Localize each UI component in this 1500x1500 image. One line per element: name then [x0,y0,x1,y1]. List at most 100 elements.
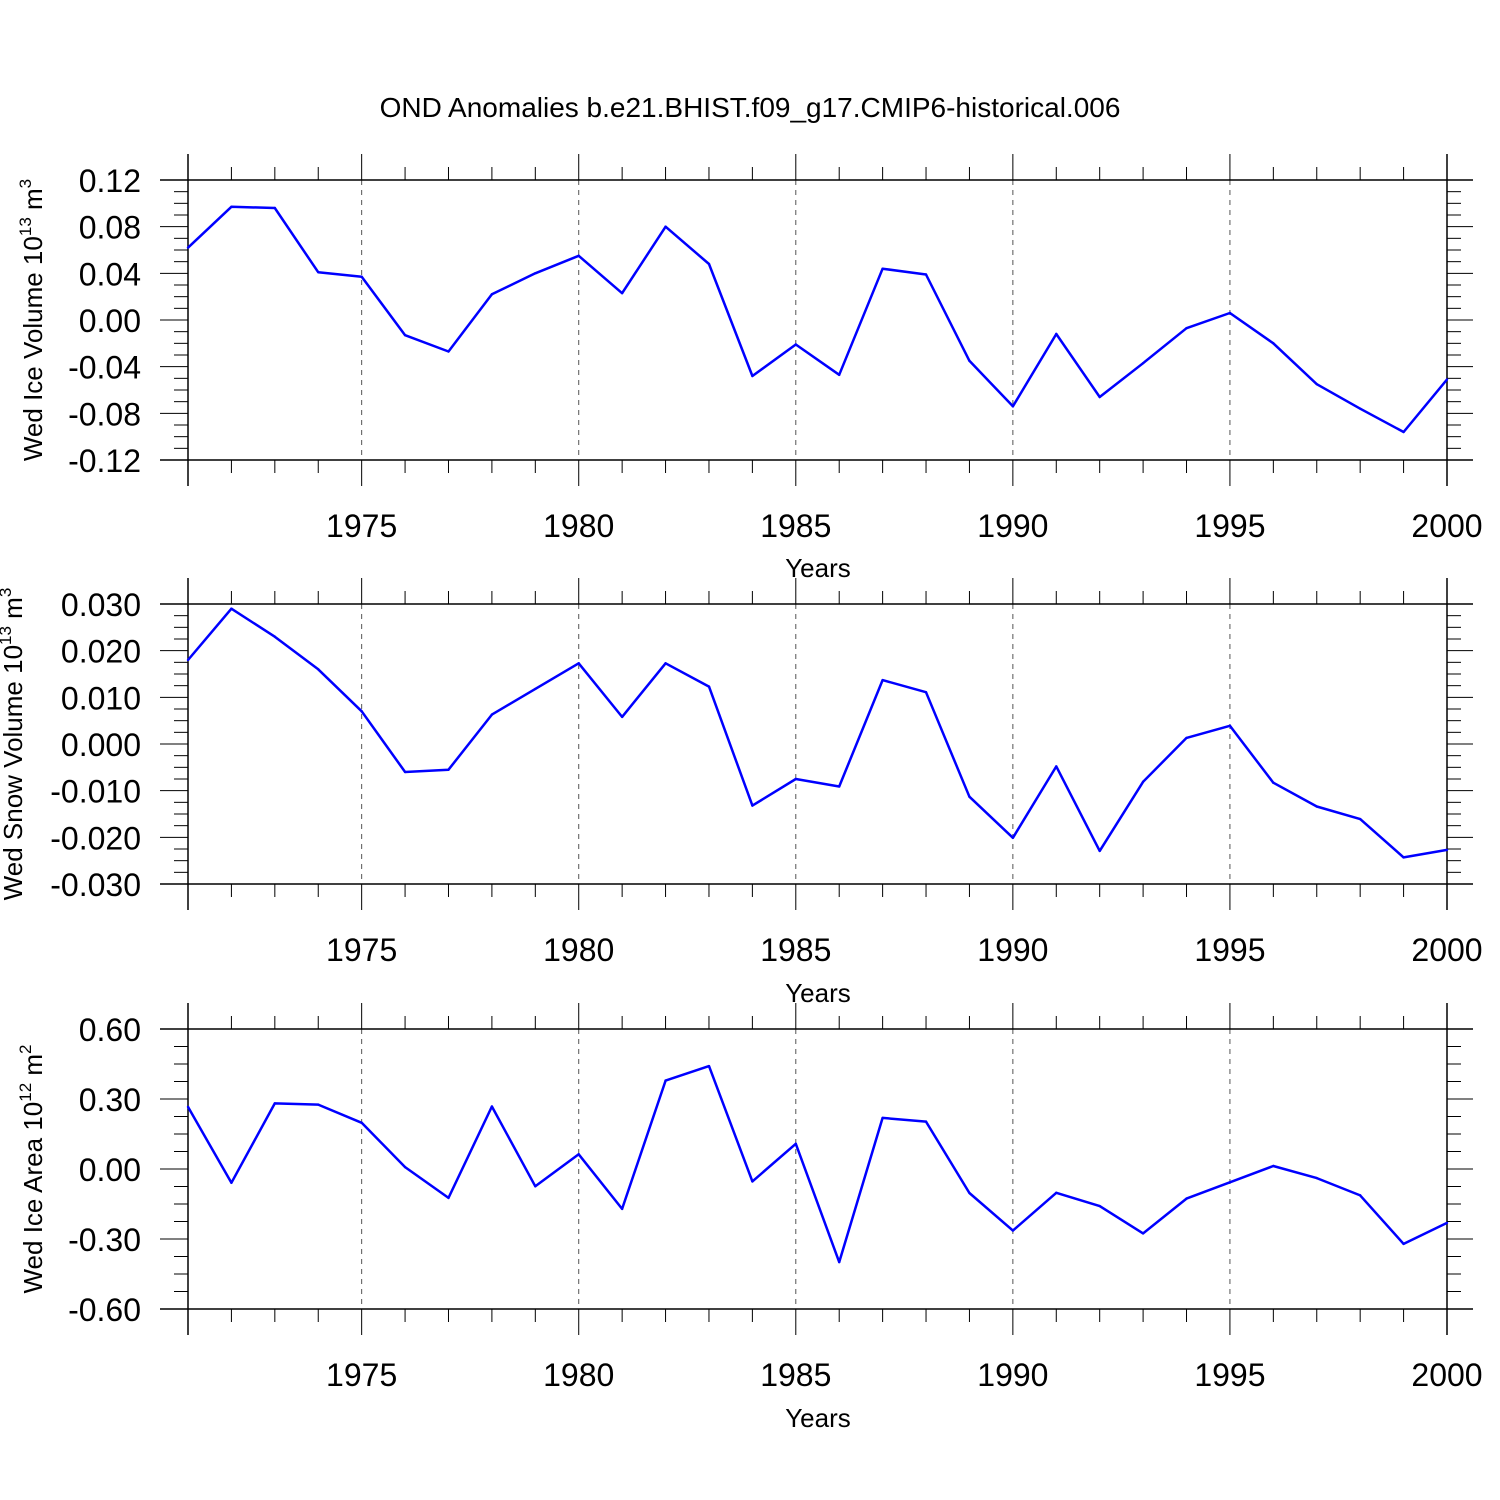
ice-volume-ytick-label: -0.08 [68,396,141,432]
ice-volume-xtick-label: 1995 [1194,508,1265,544]
snow-volume-data-point [664,662,667,665]
snow-volume-data-point [1011,836,1015,839]
ice-volume-data-point [1358,407,1362,410]
snow-volume-data-point [1098,849,1101,853]
ice-area-data-point [1141,1232,1145,1235]
snow-volume-data-point [1185,736,1188,740]
ice-volume-data-point [230,205,233,209]
ice-volume-data-point [403,333,407,337]
ice-volume-data-point [1185,326,1188,330]
snow-volume-data-point [534,687,537,691]
snow-volume-data-point [317,668,320,671]
ice-area-xtick-label: 1980 [543,1357,614,1393]
ylabel-ice-volume: Wed Ice Volume 1013 m3 [16,179,48,461]
snow-volume-series-line [187,607,1448,859]
snow-volume-data-point [490,713,494,716]
ice-area-data-point [1055,1191,1058,1195]
snow-volume-data-point [1055,765,1058,768]
ice-volume-data-point [794,343,797,346]
snow-volume-data-point [186,658,190,662]
snow-volume-data-point [1228,724,1232,727]
ice-area-xtick-label: 1985 [760,1357,831,1393]
ice-area-data-point [360,1121,363,1125]
ice-area-ytick-label: 0.30 [79,1082,141,1118]
ice-volume-ytick-label: 0.08 [79,210,141,246]
ice-area-data-point [1272,1164,1275,1168]
ice-area-xtick-label: 2000 [1411,1357,1482,1393]
ice-area-data-point [1185,1197,1188,1200]
ice-volume-xtick-label: 1980 [543,508,614,544]
ice-volume-data-point [1055,332,1058,336]
snow-volume-data-point [403,770,407,774]
ice-volume-xtick-label: 1975 [326,508,397,544]
ice-volume-data-point [881,267,884,270]
snow-volume-data-point [1141,780,1145,783]
ice-volume-data-point [360,275,363,279]
ice-volume-data-point [1402,430,1405,434]
ice-area-data-point [707,1064,711,1068]
ice-area-data-point [838,1260,841,1264]
snow-volume-data-point [838,785,841,788]
ice-area-ytick-label: -0.60 [68,1292,141,1328]
ice-area-data-point [794,1142,797,1146]
ice-volume-xtick-label: 1990 [977,508,1048,544]
snow-volume-data-point [751,804,754,807]
ice-area-data-point [447,1196,450,1200]
ice-volume-data-point [273,206,277,210]
ice-volume-xtick-label: 2000 [1411,508,1482,544]
ice-area-series-line [186,1064,1448,1264]
snow-volume-ytick-label: 0.000 [61,727,141,763]
ice-area-data-point [968,1191,971,1195]
snow-volume-ytick-label: -0.030 [50,867,141,903]
ice-area-xtick-label: 1995 [1194,1357,1265,1393]
ice-area-data-point [1228,1181,1232,1184]
xlabel-snow-volume: Years [785,978,851,1008]
ice-volume-data-point [1272,342,1275,345]
ice-area-data-point [273,1102,277,1105]
snow-volume-data-point [1358,817,1362,821]
figure-title: OND Anomalies b.e21.BHIST.f09_g17.CMIP6-… [380,92,1121,123]
snow-volume-ytick-label: 0.030 [61,587,141,623]
ice-volume-data-point [317,270,320,274]
ice-volume-data-point [620,291,624,295]
ice-area-data-point [1445,1221,1449,1225]
snow-volume-data-point [577,662,580,665]
snow-volume-data-point [1445,848,1449,852]
snow-volume-xtick-label: 1985 [760,932,831,968]
snow-volume-data-point [273,635,277,638]
ice-volume-data-point [1098,395,1101,399]
snow-volume-ytick-label: 0.010 [61,680,141,716]
ice-area-data-point [1098,1204,1101,1208]
ice-area-data-point [534,1185,537,1188]
ice-area-xtick-label: 1975 [326,1357,397,1393]
ice-volume-data-point [534,272,537,275]
ice-area-xtick-label: 1990 [977,1357,1048,1393]
snow-volume-ytick-label: -0.020 [50,820,141,856]
ice-area-data-point [403,1165,407,1169]
ice-volume-series-line [187,205,1448,434]
ice-area-data-point [577,1153,580,1156]
panel-ice-volume: Wed Ice Volume 1013 m3 Years 1975 1980 198… [16,154,1483,583]
snow-volume-data-point [1315,805,1318,808]
ice-volume-data-point [751,374,754,378]
snow-volume-data-point [794,777,797,781]
ice-area-data-point [317,1103,320,1106]
ice-volume-data-point [447,350,450,353]
panel-ice-area: Wed Ice Area 1012 m2 Years 1975 1980 1985 1… [16,1003,1483,1433]
snow-volume-data-point [620,715,624,719]
xlabel-ice-volume: Years [785,553,851,583]
ice-area-data-point [751,1180,754,1183]
snow-volume-xtick-label: 1995 [1194,932,1265,968]
snow-volume-xtick-label: 1980 [543,932,614,968]
ice-volume-data-point [1228,311,1232,315]
ice-area-data-point [1402,1242,1405,1246]
snow-volume-ytick-label: 0.020 [61,634,141,670]
ice-area-data-point [1315,1176,1318,1180]
ice-volume-ytick-label: 0.04 [79,256,141,292]
ice-volume-data-point [924,273,928,276]
ice-area-ytick-label: -0.30 [68,1222,141,1258]
ylabel-snow-volume: Wed Snow Volume 1013 m3 [0,588,28,901]
ice-area-data-point [924,1120,928,1123]
